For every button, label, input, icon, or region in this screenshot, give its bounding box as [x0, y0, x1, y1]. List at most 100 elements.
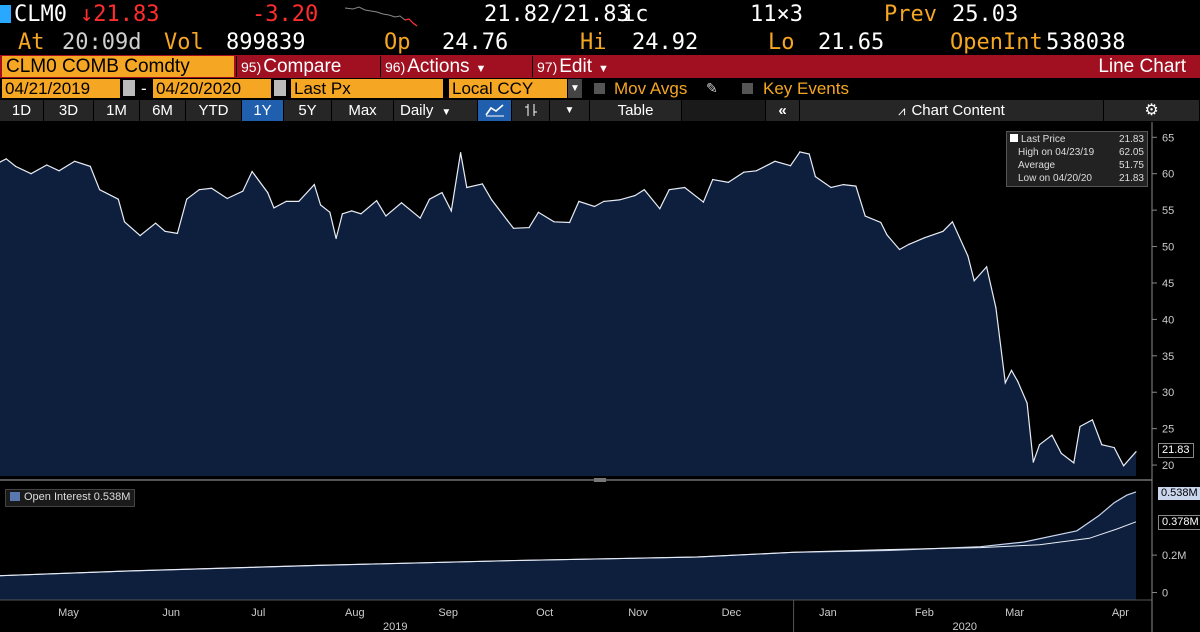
year-label: 2019: [383, 621, 407, 632]
price-point: [537, 211, 540, 213]
range-button-max[interactable]: Max: [332, 100, 394, 121]
range-button-1y[interactable]: 1Y: [242, 100, 284, 121]
edit-number: 97): [537, 59, 558, 75]
pencil-icon[interactable]: ✎: [706, 80, 718, 96]
price-point: [123, 221, 126, 223]
price-point: [273, 207, 275, 209]
price-point: [684, 186, 686, 189]
edit-label: Edit: [559, 56, 592, 77]
price-point: [618, 199, 621, 201]
end-date-field[interactable]: 04/20/2020: [153, 79, 271, 98]
y-tick-label: 45: [1162, 278, 1174, 290]
key-events-label[interactable]: Key Events: [763, 79, 849, 98]
price-point: [99, 189, 101, 191]
x-tick-label: Oct: [536, 607, 553, 619]
bid-ask-size: 11×3: [750, 2, 803, 27]
price-point: [1060, 452, 1062, 454]
price-point: [634, 195, 636, 197]
mov-avgs-label[interactable]: Mov Avgs: [614, 79, 688, 98]
x-tick-label: Dec: [722, 607, 742, 619]
open-interest-last-tag: 0.538M: [1158, 487, 1200, 500]
bid-ask-suffix: ic: [622, 2, 649, 27]
chevron-down-icon[interactable]: ▼: [568, 79, 582, 98]
range-button-5y[interactable]: 5Y: [284, 100, 332, 121]
x-tick-label: Jan: [819, 607, 837, 619]
price-point: [712, 178, 714, 181]
range-button-6m[interactable]: 6M: [140, 100, 186, 121]
last-price-tag: 21.83: [1158, 443, 1194, 458]
chart-content-button[interactable]: ⩘ Chart Content: [800, 100, 1104, 121]
chart-content-label: Chart Content: [911, 102, 1005, 119]
collapse-icon[interactable]: «: [766, 100, 800, 121]
price-point: [799, 151, 801, 153]
resize-handle[interactable]: [594, 478, 606, 482]
line-chart-glyph: [484, 104, 504, 117]
range-button-3d[interactable]: 3D: [44, 100, 94, 121]
security-field[interactable]: CLM0 COMB Comdty: [2, 56, 234, 77]
price-legend[interactable]: Last Price 21.83 High on 04/23/19 62.05 Av…: [1006, 131, 1148, 187]
legend-label: Low on 04/20/20: [1018, 173, 1092, 184]
vol-value: 899839: [226, 30, 306, 55]
actions-menu[interactable]: 96) Actions ▼: [380, 56, 530, 77]
price-point: [842, 184, 845, 186]
chevron-down-icon[interactable]: ▼: [550, 100, 590, 121]
price-point: [313, 184, 315, 186]
price-point: [830, 186, 832, 189]
open-interest-average-line: [0, 521, 1137, 577]
line-chart-icon[interactable]: [478, 100, 512, 121]
table-button[interactable]: Table: [590, 100, 682, 121]
price-point: [506, 219, 508, 221]
price-point: [1004, 382, 1006, 384]
chevron-down-icon: ▼: [475, 63, 487, 75]
key-events-checkbox[interactable]: [742, 83, 753, 94]
price-point: [466, 186, 468, 189]
price-point: [117, 198, 119, 200]
range-button-ytd[interactable]: YTD: [186, 100, 242, 121]
price-point: [0, 161, 1, 163]
open-interest-label: OpenInt: [950, 30, 1043, 55]
open-interest-legend[interactable]: Open Interest 0.538M: [5, 489, 136, 507]
actions-label: Actions: [407, 56, 470, 77]
price-point: [285, 200, 287, 202]
mov-avgs-checkbox[interactable]: [594, 83, 605, 94]
calendar-icon[interactable]: [274, 80, 286, 96]
edit-menu[interactable]: 97) Edit ▼: [532, 56, 640, 77]
range-button-1m[interactable]: 1M: [94, 100, 140, 121]
price-area: [0, 151, 1136, 476]
start-date-field[interactable]: 04/21/2019: [2, 79, 120, 98]
ticker-symbol[interactable]: CLM0: [14, 2, 67, 27]
net-change: -3.20: [252, 2, 319, 27]
price-point: [329, 211, 331, 213]
open-interest-area: [0, 491, 1136, 600]
field-selector[interactable]: Last Px: [291, 79, 443, 98]
legend-label: Average: [1018, 160, 1056, 171]
gear-icon[interactable]: ⚙: [1104, 100, 1200, 121]
actions-number: 96): [385, 59, 406, 75]
range-button-1d[interactable]: 1D: [0, 100, 44, 121]
chart-content-icon: ⩘: [898, 103, 906, 118]
legend-label: Last Price: [1021, 134, 1066, 145]
price-point: [727, 181, 729, 183]
periodicity-dropdown[interactable]: Daily ▼: [394, 100, 478, 121]
price-chart[interactable]: 20 25 30 35 40 45 50 55 60 65 0 0.2M May Jun Jul Aug S…: [0, 122, 1200, 632]
calendar-icon[interactable]: [123, 80, 135, 96]
open-value: 24.76: [442, 30, 509, 55]
price-point: [242, 190, 244, 192]
oi-y-tick-label: 0: [1162, 588, 1168, 600]
price-point: [267, 192, 269, 194]
price-point: [385, 215, 387, 217]
price-point: [578, 200, 580, 202]
price-point: [659, 208, 661, 210]
price-point: [942, 230, 944, 232]
price-point: [164, 230, 166, 232]
currency-selector[interactable]: Local CCY: [449, 79, 567, 98]
legend-value: 62.05: [1118, 147, 1144, 158]
candlestick-icon[interactable]: [512, 100, 550, 121]
price-point: [702, 201, 705, 203]
price-point: [986, 266, 988, 268]
price-point: [643, 189, 645, 191]
compare-menu[interactable]: 95) Compare: [236, 56, 378, 77]
bid-ask: 21.82/21.83: [484, 2, 630, 27]
price-point: [30, 173, 32, 175]
price-point: [755, 170, 757, 172]
